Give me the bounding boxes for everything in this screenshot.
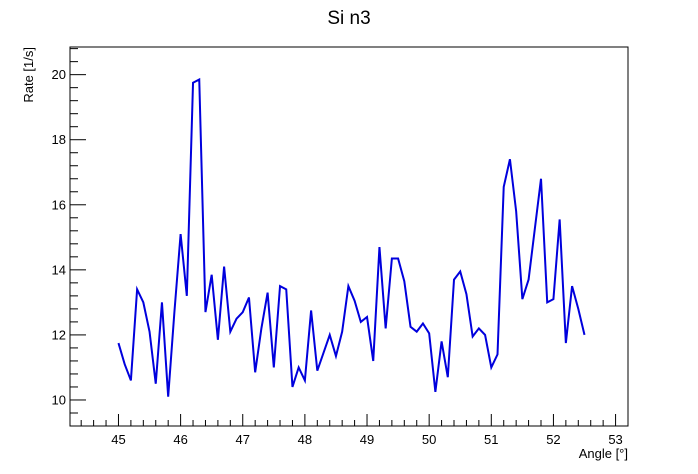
x-axis xyxy=(80,414,629,426)
y-tick-label: 18 xyxy=(52,132,66,147)
y-tick-label: 20 xyxy=(52,67,66,82)
y-axis-title: Rate [1/s] xyxy=(21,47,36,103)
x-tick-labels: 45 46 47 48 49 50 51 52 53 xyxy=(111,432,623,447)
y-tick-label: 10 xyxy=(52,392,66,407)
x-axis-title: Angle [°] xyxy=(579,446,628,461)
x-tick-label: 53 xyxy=(608,432,622,447)
y-tick-labels: 10 12 14 16 18 20 xyxy=(52,67,66,407)
y-tick-label: 12 xyxy=(52,327,66,342)
y-axis xyxy=(70,48,86,427)
x-tick-label: 51 xyxy=(484,432,498,447)
x-tick-label: 45 xyxy=(111,432,125,447)
series-line xyxy=(117,77,586,397)
plot-frame xyxy=(69,46,629,427)
x-tick-label: 48 xyxy=(298,432,312,447)
chart-title: Si n3 xyxy=(327,8,370,29)
y-tick-label: 16 xyxy=(52,197,66,212)
x-tick-label: 52 xyxy=(546,432,560,447)
x-tick-label: 46 xyxy=(173,432,187,447)
x-tick-label: 47 xyxy=(236,432,250,447)
x-tick-label: 49 xyxy=(360,432,374,447)
series-layer xyxy=(117,77,586,397)
y-tick-label: 14 xyxy=(52,262,66,277)
x-tick-label: 50 xyxy=(422,432,436,447)
